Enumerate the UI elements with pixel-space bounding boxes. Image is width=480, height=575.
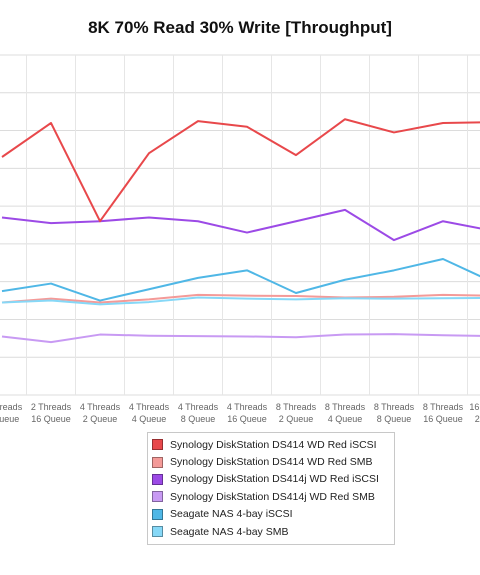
legend-swatch [152, 508, 163, 520]
legend-label: Synology DiskStation DS414 WD Red iSCSI [170, 438, 377, 451]
x-tick-label: 8 Threads 16 Queue [423, 402, 464, 424]
x-tick-label: 4 Threads 8 Queue [178, 402, 219, 424]
x-tick-label: 2 Threads 16 Queue [31, 402, 72, 424]
legend-item[interactable]: Seagate NAS 4-bay SMB [152, 523, 394, 540]
legend-swatch [152, 439, 163, 451]
series-line-0[interactable] [1, 118, 480, 223]
legend-label: Synology DiskStation DS414j WD Red SMB [170, 490, 375, 503]
series-line-5[interactable] [1, 296, 480, 306]
legend-swatch [152, 526, 163, 538]
legend-swatch [152, 456, 163, 468]
series-line-4[interactable] [1, 258, 480, 302]
x-tick-label: 4 Threads 4 Queue [129, 402, 170, 424]
legend-item[interactable]: Synology DiskStation DS414j WD Red iSCSI [152, 471, 394, 488]
legend-item[interactable]: Synology DiskStation DS414j WD Red SMB [152, 488, 394, 505]
series-line-1[interactable] [1, 293, 480, 304]
series-line-3[interactable] [1, 333, 480, 344]
legend-item[interactable]: Synology DiskStation DS414 WD Red iSCSI [152, 436, 394, 453]
legend-label: Seagate NAS 4-bay SMB [170, 525, 289, 538]
legend-label: Synology DiskStation DS414 WD Red SMB [170, 456, 373, 469]
legend-label: Seagate NAS 4-bay iSCSI [170, 508, 293, 521]
legend-swatch [152, 491, 163, 503]
legend: Synology DiskStation DS414 WD Red iSCSI … [147, 432, 395, 545]
legend-label: Synology DiskStation DS414j WD Red iSCSI [170, 473, 379, 486]
series-line-2[interactable] [1, 208, 480, 242]
x-tick-label: 8 Threads 8 Queue [374, 402, 415, 424]
legend-swatch [152, 473, 163, 485]
grid-lines [0, 54, 480, 396]
series-lines [1, 118, 480, 344]
x-tick-label: 8 Threads 4 Queue [325, 402, 366, 424]
x-tick-label: 8 Threads 2 Queue [276, 402, 317, 424]
legend-item[interactable]: Seagate NAS 4-bay iSCSI [152, 506, 394, 523]
legend-item[interactable]: Synology DiskStation DS414 WD Red SMB [152, 453, 394, 470]
x-tick-label: 4 Threads 16 Queue [227, 402, 268, 424]
chart-title: 8K 70% Read 30% Write [Throughput] [88, 18, 392, 37]
x-tick-label: 4 Threads 2 Queue [80, 402, 121, 424]
